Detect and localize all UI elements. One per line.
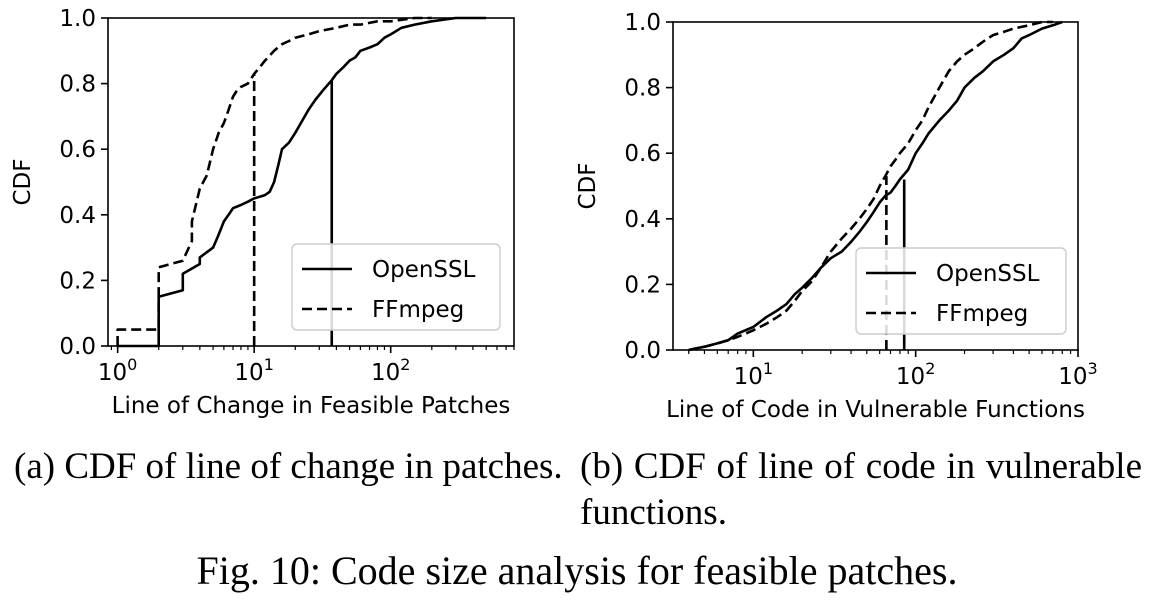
y-tick-label: 0.8 <box>59 72 96 98</box>
x-axis-label: Line of Change in Feasible Patches <box>112 393 511 419</box>
subcaption-a: (a) CDF of line of change in patches. <box>14 446 563 487</box>
y-tick-label: 0.0 <box>624 338 661 364</box>
y-tick-label: 0.2 <box>624 272 661 298</box>
y-axis-label: CDF <box>575 163 601 210</box>
legend: OpenSSL FFmpeg <box>291 243 501 331</box>
y-tick-label: 0.4 <box>59 203 96 229</box>
y-tick-label: 0.2 <box>59 268 96 294</box>
y-axis-label: CDF <box>10 159 36 206</box>
legend-box <box>855 247 1067 335</box>
figure-caption: Fig. 10: Code size analysis for feasible… <box>196 548 958 593</box>
y-tick-label: 0.8 <box>624 76 661 102</box>
x-tick-label: 102 <box>371 355 410 386</box>
axes-frame <box>107 17 515 347</box>
series-line-openssl <box>688 20 1063 352</box>
legend-label-ffmpeg: FFmpeg <box>372 297 464 323</box>
x-axis-label: Line of Code in Vulnerable Functions <box>666 397 1085 423</box>
series-line-openssl <box>117 16 487 348</box>
subplot-a: 0.0 0.2 0.4 0.6 0.8 1.0 100 101 102 Line of Chang… <box>10 6 515 419</box>
x-tick-label: 101 <box>734 359 773 390</box>
legend: OpenSSL FFmpeg <box>855 247 1067 335</box>
subplot-b: 0.0 0.2 0.4 0.6 0.8 1.0 101 102 103 Line of Code … <box>575 10 1098 423</box>
y-tick-label: 0.4 <box>624 207 661 233</box>
y-tick-label: 0.6 <box>624 141 661 167</box>
y-tick-label: 1.0 <box>624 10 661 36</box>
legend-label-ffmpeg: FFmpeg <box>936 301 1028 327</box>
x-tick-label: 103 <box>1058 359 1097 390</box>
x-tick-label: 102 <box>896 359 935 390</box>
y-tick-label: 0.6 <box>59 137 96 163</box>
x-tick-label: 100 <box>98 355 137 386</box>
legend-label-openssl: OpenSSL <box>372 257 476 283</box>
legend-label-openssl: OpenSSL <box>936 261 1040 287</box>
x-tick-label: 101 <box>234 355 273 386</box>
subcaption-b: (b) CDF of line of code in vulnerable fu… <box>580 446 1142 533</box>
y-tick-label: 1.0 <box>59 6 96 32</box>
series-line-ffmpeg <box>116 16 432 346</box>
legend-box <box>291 243 501 331</box>
axes-frame <box>672 21 1079 351</box>
y-tick-label: 0.0 <box>59 334 96 360</box>
series-line-ffmpeg <box>688 20 1053 352</box>
